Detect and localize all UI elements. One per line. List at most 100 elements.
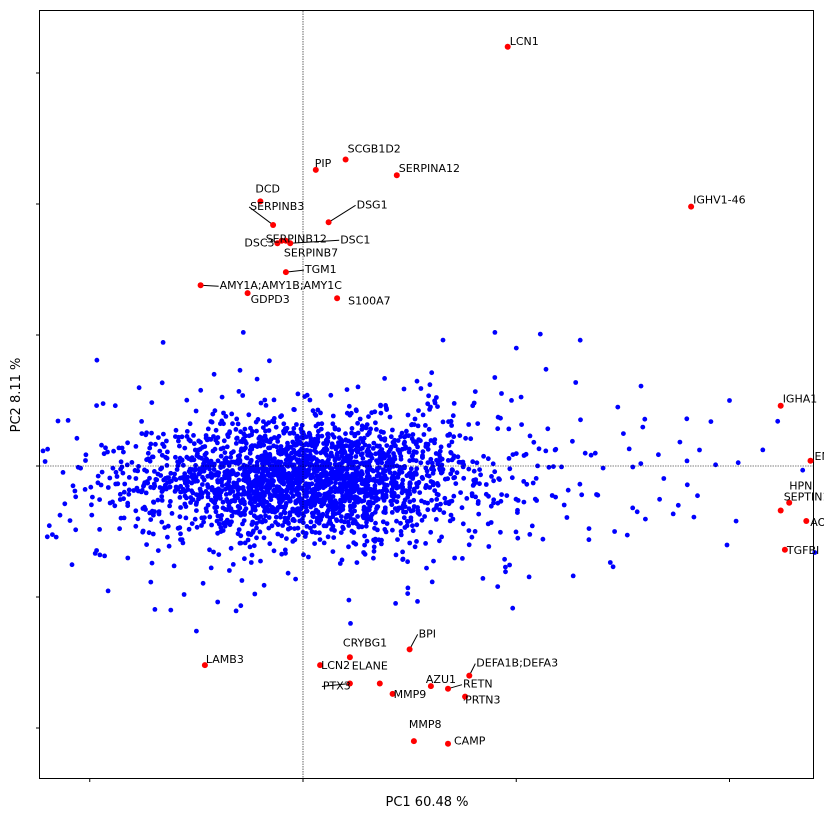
data-point <box>210 499 216 505</box>
data-point <box>368 514 374 520</box>
data-point <box>115 481 121 487</box>
data-point <box>363 460 369 465</box>
data-point <box>118 459 124 465</box>
data-point <box>211 371 217 377</box>
data-point <box>219 513 225 518</box>
data-point <box>760 447 766 453</box>
data-point <box>312 448 317 453</box>
data-point <box>311 510 317 516</box>
data-point <box>324 491 329 497</box>
data-point <box>405 559 410 565</box>
data-point <box>159 452 165 458</box>
data-point <box>216 486 221 492</box>
data-point <box>448 512 454 518</box>
data-point <box>254 462 260 468</box>
data-point <box>394 518 399 524</box>
data-point <box>289 490 294 496</box>
data-point <box>242 426 248 432</box>
data-point <box>182 493 188 499</box>
data-point <box>330 472 336 478</box>
data-point <box>223 492 229 497</box>
data-point <box>305 485 310 491</box>
data-point <box>132 468 138 473</box>
data-point <box>477 481 482 487</box>
data-point <box>395 438 401 443</box>
data-point <box>221 410 226 416</box>
data-point <box>228 454 234 460</box>
data-point <box>289 486 295 492</box>
data-point <box>153 441 158 447</box>
data-point <box>458 490 463 495</box>
data-point <box>311 523 317 529</box>
point-label: S100A7 <box>348 294 391 307</box>
data-point <box>150 454 156 460</box>
data-point <box>390 427 395 433</box>
data-point <box>117 497 123 502</box>
data-point <box>251 481 256 486</box>
data-point <box>334 518 340 524</box>
data-point <box>626 446 632 452</box>
data-point <box>630 505 636 511</box>
data-point <box>295 525 301 531</box>
data-point <box>207 547 212 553</box>
data-point <box>134 485 140 491</box>
data-point <box>264 499 270 505</box>
data-point <box>366 499 372 505</box>
data-point <box>435 481 440 486</box>
data-point <box>360 456 366 461</box>
leader-line <box>321 682 350 687</box>
data-point <box>307 397 313 403</box>
data-point <box>190 467 196 472</box>
data-point <box>371 495 377 500</box>
data-point <box>513 345 519 351</box>
leader-line <box>200 284 219 287</box>
data-point <box>316 518 322 524</box>
data-point <box>69 562 75 568</box>
data-point <box>157 485 163 490</box>
data-point <box>495 426 501 432</box>
data-point <box>215 440 220 446</box>
data-point <box>280 504 286 510</box>
data-point <box>171 563 177 569</box>
data-point <box>338 437 344 442</box>
data-point <box>355 444 361 449</box>
data-point <box>97 527 102 532</box>
data-point <box>425 507 431 513</box>
data-point <box>389 510 395 515</box>
data-point <box>280 447 286 453</box>
data-point <box>509 398 514 403</box>
highlight-point <box>197 282 204 289</box>
point-label: SEPTIN1 <box>784 491 824 504</box>
data-point <box>398 532 404 538</box>
data-point <box>288 444 294 450</box>
data-point <box>213 509 219 515</box>
data-point <box>379 447 385 452</box>
point-label: CAMP <box>454 735 486 748</box>
highlight-point <box>786 499 793 506</box>
data-point <box>475 421 481 426</box>
data-point <box>409 453 415 459</box>
data-point <box>360 439 366 445</box>
data-point <box>374 427 379 432</box>
data-point <box>450 413 456 419</box>
data-point <box>435 404 440 409</box>
highlight-point <box>462 693 469 700</box>
data-point <box>536 446 542 452</box>
data-point <box>475 499 481 504</box>
data-point <box>358 452 364 458</box>
data-point <box>308 525 313 531</box>
data-point <box>406 446 412 452</box>
data-point <box>396 505 401 511</box>
data-point <box>422 500 428 505</box>
data-point <box>577 337 583 343</box>
data-point <box>351 517 357 523</box>
data-point <box>319 514 325 519</box>
data-point <box>266 479 272 485</box>
data-point <box>355 439 361 444</box>
data-point <box>224 444 230 450</box>
point-label: MMP9 <box>394 688 427 701</box>
data-point <box>405 519 411 524</box>
data-point <box>582 450 588 456</box>
data-point <box>249 522 255 527</box>
data-point <box>612 529 617 534</box>
